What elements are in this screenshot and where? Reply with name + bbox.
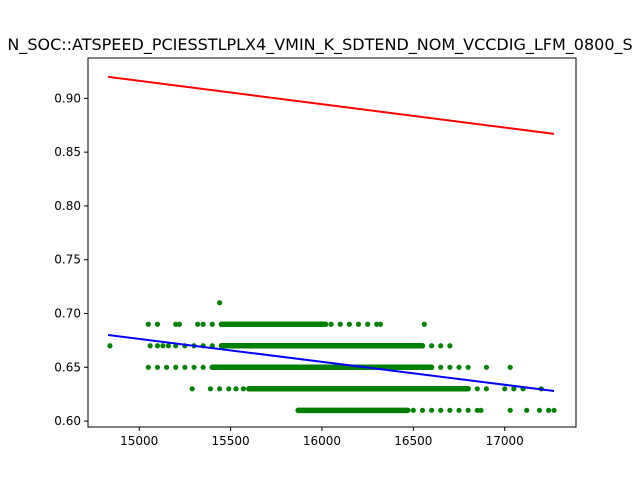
scatter-point [226, 386, 232, 392]
scatter-point [209, 321, 215, 327]
scatter-point [195, 321, 201, 327]
scatter-point [374, 321, 380, 327]
scatter-point [483, 364, 490, 370]
scatter-point [465, 407, 471, 413]
scatter-point [447, 364, 453, 370]
scatter-point [419, 343, 426, 349]
scatter-point [507, 407, 513, 413]
scatter-point [483, 386, 490, 392]
scatter-point [478, 407, 484, 413]
scatter-point [502, 386, 508, 392]
x-axis: 15000 15500 16000 16500 17000 [120, 427, 524, 448]
red-line [107, 75, 555, 135]
scatter-point [176, 321, 182, 327]
x-tick-label: 17000 [486, 434, 524, 448]
scatter-point [438, 407, 444, 413]
scatter-point [200, 364, 206, 370]
chart-title: N_SOC::ATSPEED_PCIESSTLPLX4_VMIN_K_SDTEN… [7, 35, 632, 55]
scatter-point [355, 321, 362, 327]
scatter-point [410, 407, 416, 413]
scatter-point [346, 321, 352, 327]
scatter-point [173, 364, 179, 370]
scatter-point [447, 343, 453, 349]
scatter-point [154, 343, 161, 349]
scatter-point [240, 386, 246, 392]
scatter-point [507, 364, 513, 370]
scatter-point [465, 386, 471, 392]
scatter-point [233, 386, 239, 392]
x-tick-label: 15500 [211, 434, 249, 448]
scatter-point [189, 386, 195, 392]
scatter-point [524, 407, 530, 413]
y-tick-label: 0.80 [54, 199, 81, 213]
scatter-point [216, 300, 223, 306]
scatter-point [209, 364, 215, 370]
y-tick-label: 0.70 [54, 307, 81, 321]
scatter-point [182, 364, 188, 370]
scatter-point [456, 407, 462, 413]
scatter-point [337, 407, 343, 413]
scatter-points [107, 300, 557, 414]
y-tick-label: 0.65 [54, 360, 81, 374]
scatter-point [545, 407, 552, 413]
scatter-point [216, 386, 223, 392]
scatter-point [145, 321, 151, 327]
scatter-point [456, 364, 462, 370]
scatter-point [465, 364, 471, 370]
scatter-point [401, 407, 407, 413]
scatter-point [429, 343, 435, 349]
scatter-point [551, 407, 557, 413]
y-tick-label: 0.60 [54, 414, 81, 428]
scatter-point [328, 321, 334, 327]
scatter-point [355, 407, 362, 413]
scatter-point [207, 386, 214, 392]
scatter-point [160, 343, 166, 349]
scatter-point [536, 407, 543, 413]
scatter-point [165, 343, 172, 349]
y-tick-label: 0.85 [54, 145, 81, 159]
scatter-point [337, 321, 343, 327]
scatter-point [438, 343, 444, 349]
scatter-point [107, 343, 113, 349]
scatter-point [147, 343, 153, 349]
scatter-point [163, 364, 170, 370]
scatter-point [145, 364, 151, 370]
scatter-point [474, 407, 480, 413]
scatter-point [511, 386, 517, 392]
x-tick-label: 15000 [120, 434, 158, 448]
scatter-point [474, 386, 480, 392]
scatter-point [365, 321, 371, 327]
y-tick-label: 0.90 [54, 91, 81, 105]
scatter-point [191, 364, 197, 370]
y-axis: 0.60 0.65 0.70 0.75 0.80 0.85 0.90 [54, 91, 88, 428]
x-tick-label: 16500 [394, 434, 432, 448]
scatter-point [447, 407, 453, 413]
scatter-point [377, 321, 384, 327]
scatter-point [200, 321, 206, 327]
y-tick-label: 0.75 [54, 253, 81, 267]
fit-lines [107, 75, 555, 392]
scatter-point [374, 407, 380, 413]
x-tick-label: 16000 [303, 434, 341, 448]
scatter-point [154, 364, 161, 370]
plot-frame [87, 57, 577, 428]
scatter-point [246, 386, 252, 392]
scatter-point [438, 364, 444, 370]
scatter-point [419, 407, 426, 413]
scatter-point [429, 407, 435, 413]
blue-line [107, 334, 555, 392]
scatter-point [421, 321, 427, 327]
scatter-point [429, 364, 435, 370]
scatter-point [173, 321, 179, 327]
scatter-point [154, 321, 161, 327]
scatter-point [295, 407, 301, 413]
